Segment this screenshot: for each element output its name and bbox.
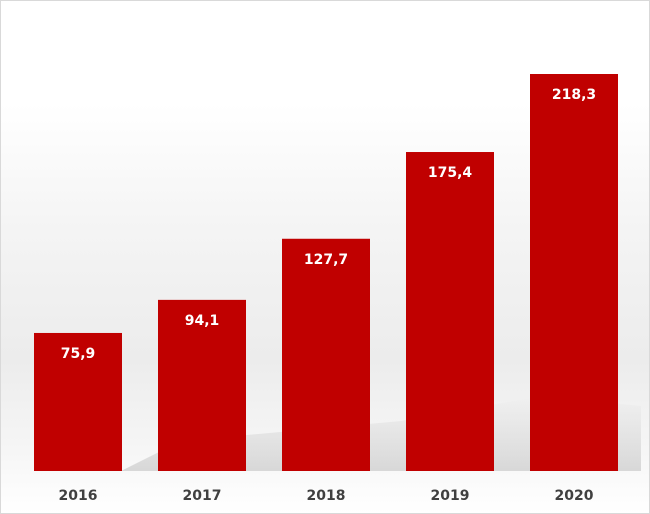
bar-2018 — [282, 238, 370, 471]
data-label-2016: 75,9 — [61, 346, 96, 362]
data-label-2017: 94,1 — [185, 313, 220, 329]
data-label-2019: 175,4 — [428, 165, 473, 181]
data-label-2020: 218,3 — [552, 87, 596, 103]
x-tick-label-2016: 2016 — [59, 488, 98, 504]
bar-2017 — [158, 299, 246, 471]
bar-2016 — [34, 332, 122, 471]
floor-shadow — [121, 396, 641, 471]
x-tick-label-2020: 2020 — [555, 488, 594, 504]
x-tick-label-2017: 2017 — [183, 488, 222, 504]
x-tick-label-2018: 2018 — [307, 488, 346, 504]
x-tick-label-2019: 2019 — [431, 488, 470, 504]
bar-2019 — [406, 152, 494, 471]
bar-2020 — [530, 74, 618, 471]
data-label-2018: 127,7 — [304, 252, 348, 268]
